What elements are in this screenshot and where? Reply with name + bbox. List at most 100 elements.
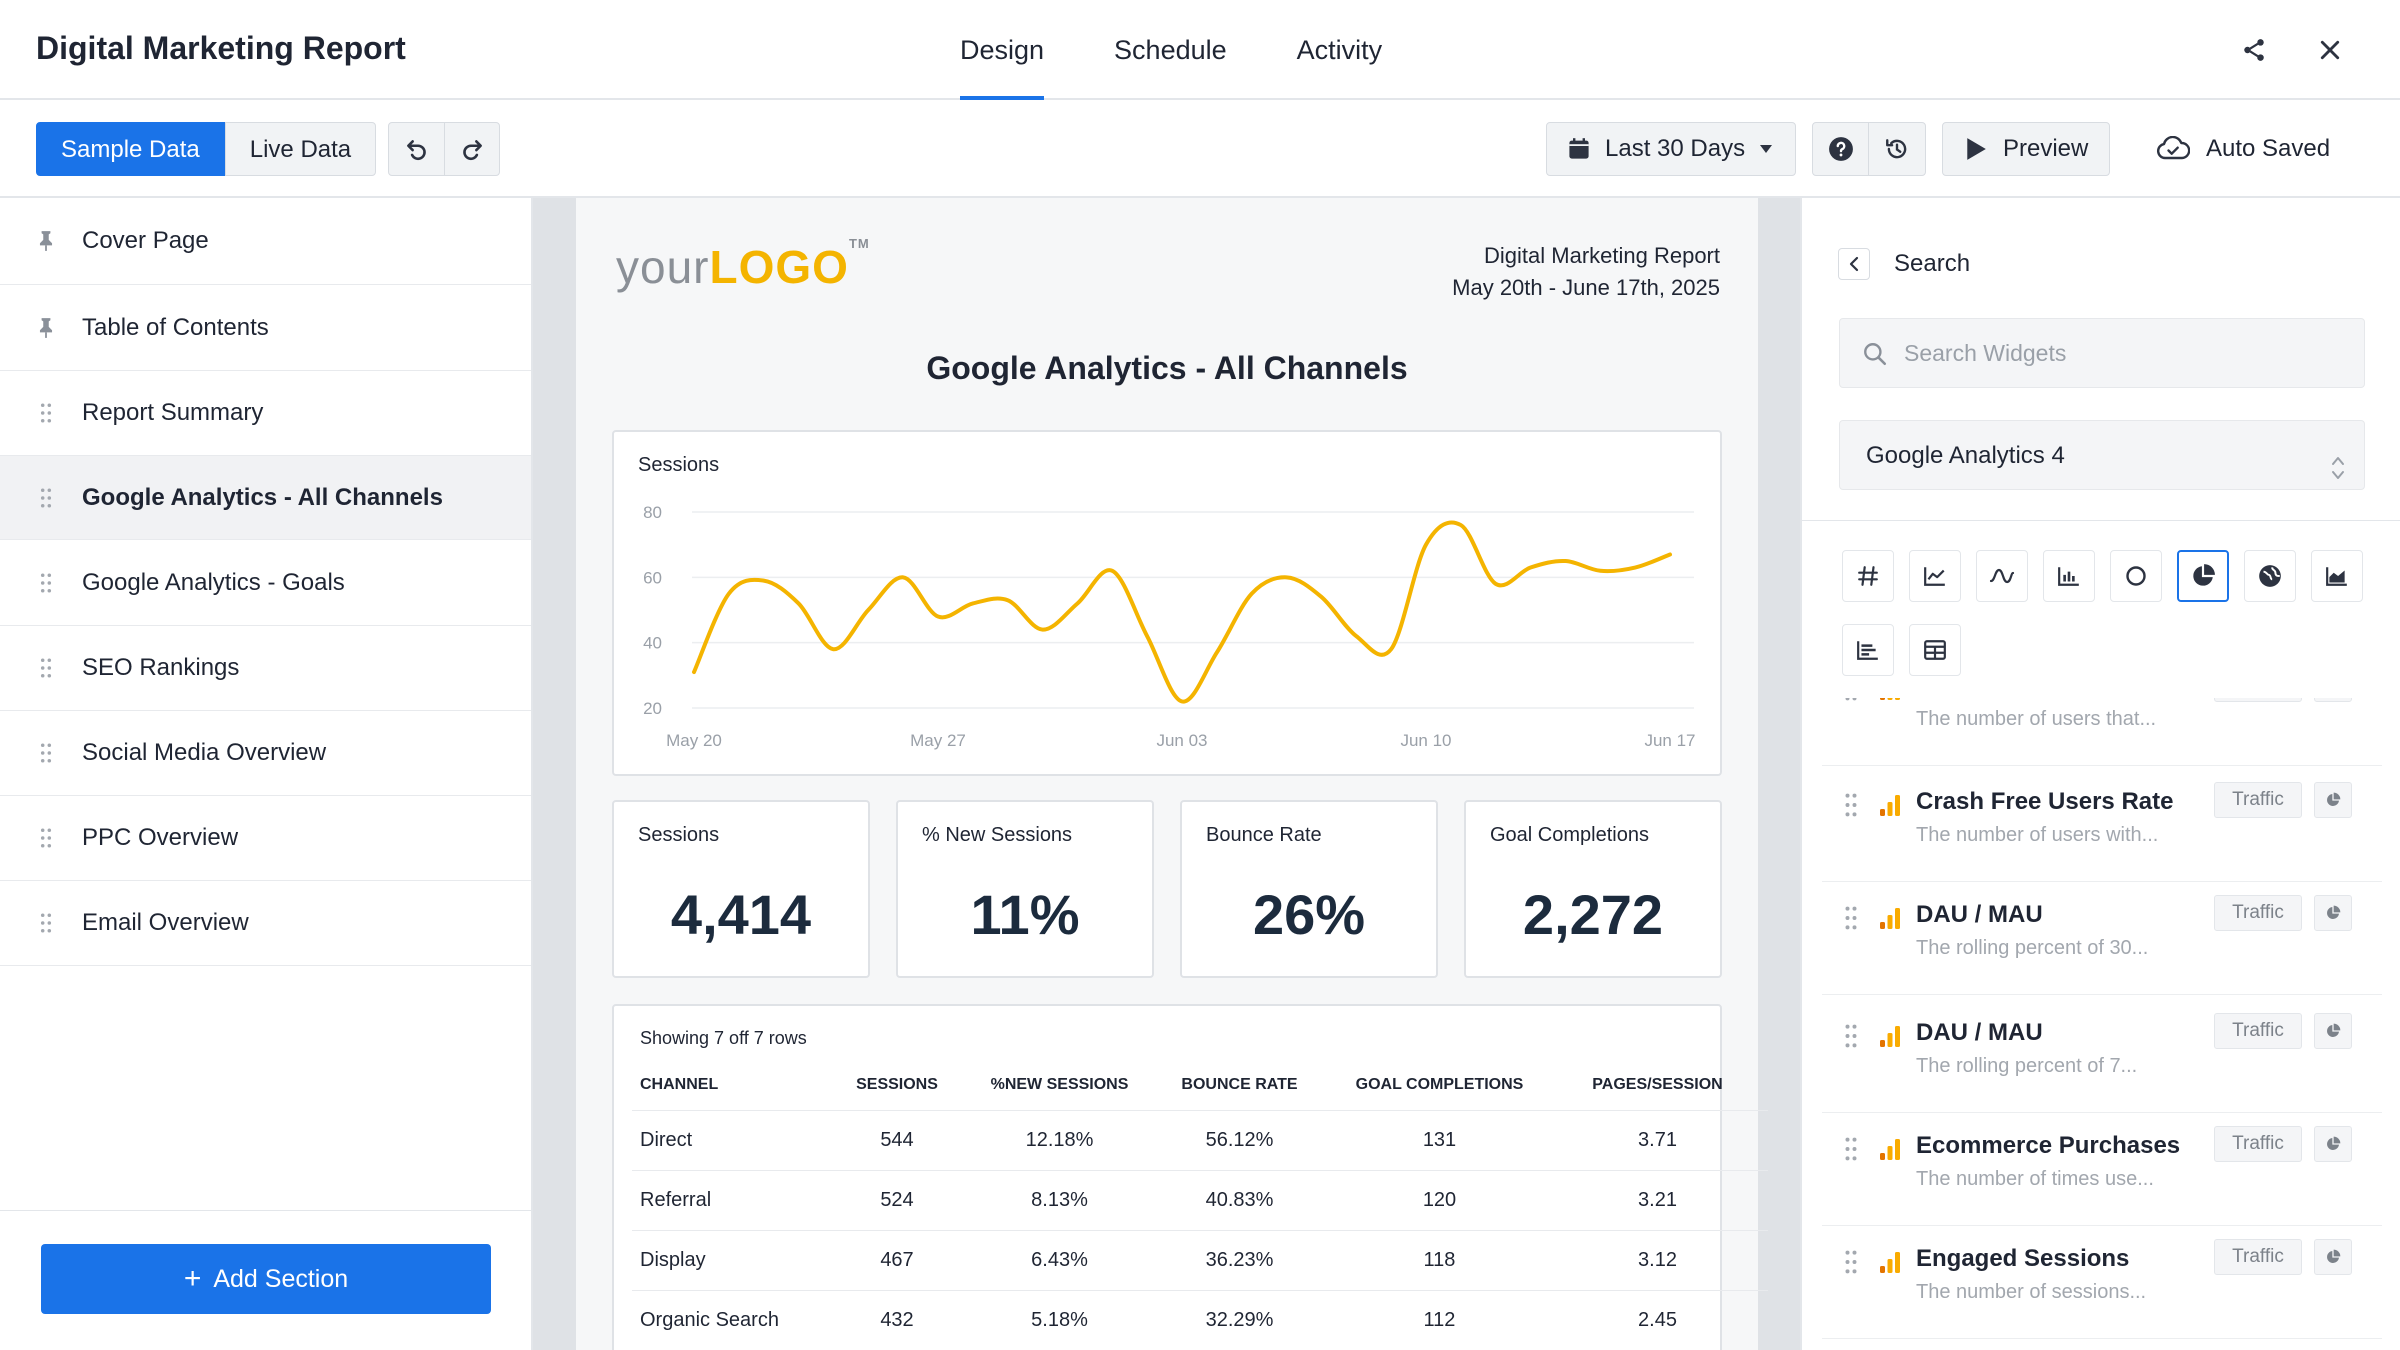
- sidebar-item-ppc-overview[interactable]: PPC Overview: [0, 796, 531, 881]
- table-icon[interactable]: [1909, 624, 1961, 676]
- drag-handle-icon[interactable]: [36, 487, 56, 509]
- bar-chart-icon[interactable]: [2043, 550, 2095, 602]
- report-date-range: May 20th - June 17th, 2025: [1452, 275, 1720, 300]
- tab-activity[interactable]: Activity: [1296, 35, 1383, 65]
- kpi-value: 11%: [970, 883, 1080, 946]
- drag-handle-icon[interactable]: [36, 742, 56, 764]
- kpi-new-sessions-card[interactable]: % New Sessions 11%: [896, 800, 1154, 978]
- sidebar-item-seo-rankings[interactable]: SEO Rankings: [0, 626, 531, 711]
- table-row: Organic Search 432 5.18% 32.29% 112 2.45: [632, 1289, 1768, 1350]
- widget-list-item[interactable]: Crash Free Users Rate The number of users…: [1822, 772, 2382, 882]
- widget-list-item[interactable]: Ecommerce Purchases The number of times u…: [1822, 1116, 2382, 1226]
- drag-handle-icon[interactable]: [36, 402, 56, 424]
- widget-category-tag: Traffic: [2214, 1126, 2302, 1162]
- horizontal-bar-icon[interactable]: [1842, 624, 1894, 676]
- globe-icon[interactable]: [2244, 550, 2296, 602]
- pie-icon[interactable]: [2177, 550, 2229, 602]
- table-cell: 6.43%: [972, 1229, 1147, 1290]
- pie-icon: [2314, 1013, 2352, 1049]
- drag-handle-icon[interactable]: [36, 912, 56, 934]
- table-cell: 12.18%: [972, 1109, 1147, 1170]
- live-data-button[interactable]: Live Data: [224, 122, 377, 176]
- line-chart-icon[interactable]: [1909, 550, 1961, 602]
- table-cell: 8.13%: [972, 1169, 1147, 1230]
- drag-handle-icon[interactable]: [1844, 905, 1858, 936]
- widget-list-item[interactable]: Engaged Sessions The number of sessions..…: [1822, 1229, 2382, 1339]
- donut-icon[interactable]: [2110, 550, 2162, 602]
- widget-list-item[interactable]: DAU / MAU The rolling percent of 7... Traf…: [1822, 1003, 2382, 1113]
- google-analytics-icon: [1878, 907, 1902, 936]
- sparkline-icon[interactable]: [1976, 550, 2028, 602]
- share-icon[interactable]: [2236, 32, 2272, 68]
- tab-design[interactable]: Design: [960, 0, 1045, 100]
- sidebar-item-google-analytics-goals[interactable]: Google Analytics - Goals: [0, 540, 531, 626]
- sidebar-item-report-summary[interactable]: Report Summary: [0, 371, 531, 456]
- section-sidebar: Cover Page Table of Contents Report Summar…: [0, 198, 533, 1350]
- panel-title: Search: [1894, 250, 1971, 277]
- kpi-label: Sessions: [638, 824, 720, 846]
- drag-handle-icon[interactable]: [1844, 1136, 1858, 1167]
- table-cell: Display: [632, 1229, 822, 1290]
- redo-icon[interactable]: [444, 123, 499, 175]
- column-header: %NEW SESSIONS: [990, 1075, 1129, 1093]
- kpi-goal-completions-card[interactable]: Goal Completions 2,272: [1464, 800, 1722, 978]
- help-icon[interactable]: [1813, 123, 1869, 175]
- preview-button[interactable]: Preview: [1942, 122, 2110, 176]
- column-header: CHANNEL: [640, 1075, 719, 1093]
- search-widgets-input[interactable]: [1904, 333, 2344, 373]
- table-cell: 120: [1332, 1169, 1547, 1230]
- sidebar-item-table-of-contents[interactable]: Table of Contents: [0, 285, 531, 371]
- kpi-bounce-rate-card[interactable]: Bounce Rate 26%: [1180, 800, 1438, 978]
- date-range-dropdown[interactable]: Last 30 Days: [1546, 122, 1796, 176]
- drag-handle-icon[interactable]: [36, 827, 56, 849]
- table-row: Display 467 6.43% 36.23% 118 3.12: [632, 1229, 1768, 1290]
- section-title: Google Analytics - All Channels: [926, 350, 1408, 386]
- sidebar-item-label: Email Overview: [82, 909, 249, 936]
- sessions-line-chart: 20 40 60 80 May 20 May 27 Jun 03 Jun 10 Jun 17: [643, 503, 1695, 750]
- widget-category-tag: Traffic: [2214, 1013, 2302, 1049]
- data-mode-toggle: Sample Data Live Data: [36, 122, 377, 176]
- area-chart-icon[interactable]: [2311, 550, 2363, 602]
- back-button[interactable]: [1838, 248, 1870, 280]
- data-source-select[interactable]: Google Analytics 4: [1839, 420, 2365, 490]
- report-name: Digital Marketing Report: [1484, 243, 1720, 268]
- drag-handle-icon[interactable]: [1844, 792, 1858, 823]
- table-cell: Referral: [632, 1169, 822, 1230]
- sidebar-item-email-overview[interactable]: Email Overview: [0, 881, 531, 966]
- kpi-label: Bounce Rate: [1206, 824, 1322, 846]
- data-source-label: Google Analytics 4: [1866, 442, 2065, 469]
- kpi-sessions-card[interactable]: Sessions 4,414: [612, 800, 870, 978]
- drag-handle-icon[interactable]: [36, 657, 56, 679]
- widget-panel: Search Google Analytics 4: [1800, 198, 2400, 1350]
- widget-category-tag: Traffic: [2214, 782, 2302, 818]
- sidebar-item-label: Report Summary: [82, 399, 264, 426]
- widget-list-item[interactable]: Crash Affected Users The number of users …: [1822, 698, 2382, 766]
- widget-list-item[interactable]: DAU / MAU The rolling percent of 30... Tra…: [1822, 885, 2382, 995]
- table-cell: Direct: [632, 1109, 822, 1170]
- column-header: BOUNCE RATE: [1181, 1075, 1298, 1093]
- sidebar-item-cover-page[interactable]: Cover Page: [0, 198, 531, 285]
- widget-name: Crash Free Users Rate: [1916, 788, 2174, 815]
- number-icon[interactable]: [1842, 550, 1894, 602]
- sidebar-item-social-media-overview[interactable]: Social Media Overview: [0, 711, 531, 796]
- sidebar-item-label: SEO Rankings: [82, 654, 240, 681]
- google-analytics-icon: [1878, 1025, 1902, 1054]
- channels-table-widget[interactable]: Showing 7 off 7 rows CHANNEL SESSIONS %N…: [612, 1004, 1768, 1350]
- tab-schedule[interactable]: Schedule: [1114, 35, 1227, 65]
- table-cell: 36.23%: [1147, 1229, 1332, 1290]
- drag-handle-icon[interactable]: [1844, 1249, 1858, 1280]
- drag-handle-icon[interactable]: [1844, 698, 1858, 707]
- add-section-button[interactable]: + Add Section: [41, 1244, 491, 1314]
- sample-data-button[interactable]: Sample Data: [36, 122, 225, 176]
- history-icon[interactable]: [1869, 123, 1925, 175]
- table-cell: 32.29%: [1147, 1289, 1332, 1350]
- y-tick-label: 60: [643, 568, 662, 587]
- drag-handle-icon[interactable]: [1844, 1023, 1858, 1054]
- widget-search-box: [1839, 318, 2365, 388]
- sidebar-item-google-analytics-all-channels[interactable]: Google Analytics - All Channels: [0, 456, 531, 540]
- sessions-chart-widget[interactable]: Sessions 20 40 60 80 May 20 May 27 Jun 03 Jun 1…: [612, 430, 1722, 776]
- sessions-series-line: [692, 520, 1672, 704]
- undo-icon[interactable]: [389, 123, 444, 175]
- drag-handle-icon[interactable]: [36, 572, 56, 594]
- close-icon[interactable]: [2312, 32, 2348, 68]
